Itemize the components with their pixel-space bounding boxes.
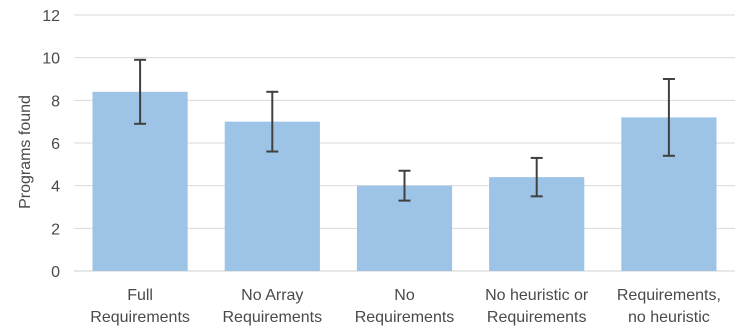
y-axis-title: Programs found <box>17 95 34 209</box>
y-tick-label: 12 <box>42 8 60 25</box>
x-tick-label: No Array Requirements <box>222 287 322 326</box>
x-tick-label: No Requirements <box>355 287 455 326</box>
y-tick-labels: 0 2 4 6 8 10 12 <box>42 8 60 281</box>
x-tick-label: Full Requirements <box>90 287 190 326</box>
error-bar <box>662 78 675 157</box>
y-tick-label: 2 <box>51 221 60 238</box>
error-bar <box>134 58 147 125</box>
y-tick-label: 0 <box>51 264 60 281</box>
y-tick-label: 6 <box>51 136 60 153</box>
error-bar <box>530 156 543 198</box>
y-tick-label: 8 <box>51 93 60 110</box>
y-tick-label: 10 <box>42 51 60 68</box>
y-tick-label: 4 <box>51 179 60 196</box>
x-tick-labels: Full Requirements No Array Requirements No Re… <box>90 287 721 326</box>
x-tick-label: Requirements, no heuristic <box>617 287 721 326</box>
error-bars <box>134 58 675 202</box>
x-tick-label: No heuristic or Requirements <box>485 287 589 326</box>
error-bar <box>398 169 411 202</box>
error-bar <box>266 90 279 153</box>
